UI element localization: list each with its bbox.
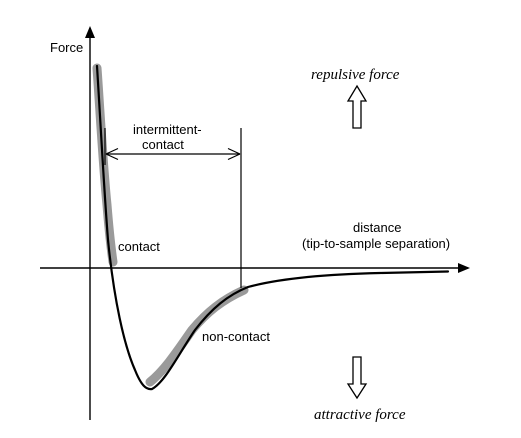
intermittent-arrowhead-right (227, 147, 241, 161)
x-axis-label-line1: distance (353, 220, 401, 235)
x-axis-label-line2: (tip-to-sample separation) (302, 236, 450, 251)
y-axis-label: Force (50, 40, 83, 55)
intermittent-arrowhead-left (105, 147, 119, 161)
attractive-arrow-icon (346, 356, 368, 400)
repulsive-arrow-icon (346, 84, 368, 129)
contact-label: contact (118, 239, 160, 254)
non-contact-label: non-contact (202, 329, 270, 344)
intermittent-label-line2: contact (142, 137, 184, 152)
force-curve (95, 64, 450, 391)
attractive-force-label: attractive force (314, 407, 406, 423)
intermittent-label-line1: intermittent- (133, 122, 202, 137)
repulsive-force-label: repulsive force (311, 67, 400, 83)
